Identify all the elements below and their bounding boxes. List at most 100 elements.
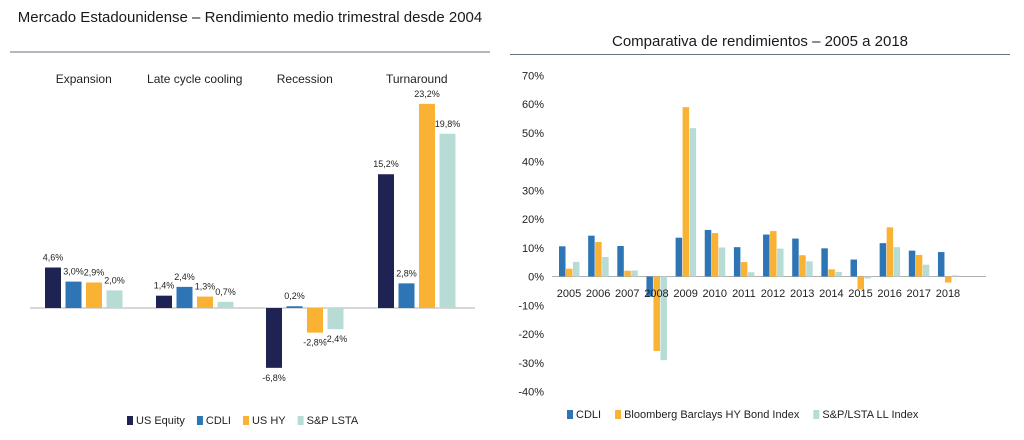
right-xtick-label: 2013 [790,288,814,300]
left-data-label: 0,7% [215,287,236,297]
right-bar [777,248,784,277]
left-data-label: 1,4% [154,281,175,291]
right-xtick-label: 2005 [557,288,581,300]
right-bar [711,233,719,277]
right-xtick-label: 2007 [615,288,639,300]
right-bar [566,268,573,277]
right-chart-title: Comparativa de rendimientos – 2005 a 201… [611,33,909,50]
right-legend-label: CDLI [576,409,601,421]
left-category-label: Turnaround [386,72,448,86]
right-title-rule [510,54,1010,55]
right-bar [915,254,923,277]
right-bar [689,128,697,277]
left-legend-label: US HY [252,415,286,427]
right-ytick-label: 0% [528,272,544,284]
left-bar [197,296,213,308]
right-xtick-label: 2011 [732,288,756,300]
left-data-label: 4,6% [43,253,64,263]
right-ytick-label: 40% [522,157,544,169]
left-category-label: Expansion [56,72,112,86]
right-bar [675,237,683,277]
right-bar [704,229,712,277]
left-data-label: 23,2% [414,89,440,99]
right-bar [631,270,638,277]
left-data-label: 2,0% [104,275,125,285]
right-bar [792,238,799,277]
left-legend-label: CDLI [206,415,231,427]
right-ytick-label: 20% [522,214,544,226]
right-bar [559,246,566,277]
right-bar [828,269,835,277]
left-bar [45,267,61,308]
left-legend-swatch [127,416,133,425]
right-bar [879,243,887,277]
left-data-label: 15,2% [373,159,399,169]
left-bar [176,286,193,308]
left-data-label: -2,4% [324,334,348,344]
right-bar [653,276,660,351]
left-bar [65,281,82,308]
right-bar [850,259,857,277]
right-bar [595,242,602,277]
right-bar [660,276,667,361]
right-ytick-label: 10% [522,243,544,255]
right-bar [763,234,770,277]
left-bar [307,308,323,333]
right-bar [937,252,945,277]
left-legend-label: US Equity [136,415,185,427]
right-legend-label: Bloomberg Barclays HY Bond Index [624,409,800,421]
left-legend-swatch [297,416,304,425]
left-chart-panel: Mercado Estadounidense – Rendimiento med… [0,0,500,440]
right-xtick-label: 2009 [673,288,697,300]
right-xtick-label: 2008 [644,288,668,300]
right-bar [624,270,631,277]
right-bar [617,246,624,277]
right-xtick-label: 2015 [848,288,872,300]
right-bar [951,275,959,277]
right-bar [922,264,930,277]
right-ytick-label: 50% [522,128,544,140]
left-data-label: 1,3% [195,282,216,292]
left-bar [286,306,303,308]
right-bar [770,231,777,277]
right-xtick-label: 2016 [877,288,901,300]
right-xtick-label: 2006 [586,288,610,300]
left-data-label: -2,8% [303,338,327,348]
right-bar [799,255,806,277]
left-chart: Expansion 4,6% 3,0% 2,9%2,0% Late cycle cool… [10,51,490,427]
right-ytick-label: -20% [518,329,544,341]
left-data-label: -6,8% [262,373,286,383]
right-xtick-label: 2014 [819,288,843,300]
left-data-label: 2,9% [84,267,105,277]
right-bar [893,247,901,277]
right-legend-swatch [813,410,820,419]
right-bar [733,247,741,277]
right-bar [857,276,864,290]
left-legend-swatch [196,416,203,425]
right-bar [718,247,726,277]
right-chart-panel: Comparativa de rendimientos – 2005 a 201… [510,0,1024,440]
left-bar [327,308,344,330]
right-bar [573,261,580,277]
right-chart: 70% 60% 50% 40% 30% 20% 10% 0% -10% -20% -30% -40% 2… [518,70,986,421]
right-xtick-label: 2010 [703,288,727,300]
left-legend-label: S&P LSTA [307,415,359,427]
right-ytick-label: 60% [522,99,544,111]
left-category-label: Late cycle cooling [147,72,242,86]
right-legend-swatch [567,410,573,419]
right-ytick-label: 30% [522,185,544,197]
right-bar [682,107,690,277]
left-data-label: 2,4% [174,272,195,282]
left-bar [86,282,102,308]
left-bar [439,133,456,308]
right-xtick-label: 2017 [907,288,931,300]
left-data-label: 3,0% [63,267,84,277]
right-bar [908,250,916,277]
left-bar [266,308,282,368]
left-bar [398,283,415,308]
right-bar [864,276,871,279]
left-bar [217,301,234,308]
left-bar [419,103,435,308]
left-chart-title: Mercado Estadounidense – Rendimiento med… [17,9,483,26]
right-bar [747,272,755,277]
